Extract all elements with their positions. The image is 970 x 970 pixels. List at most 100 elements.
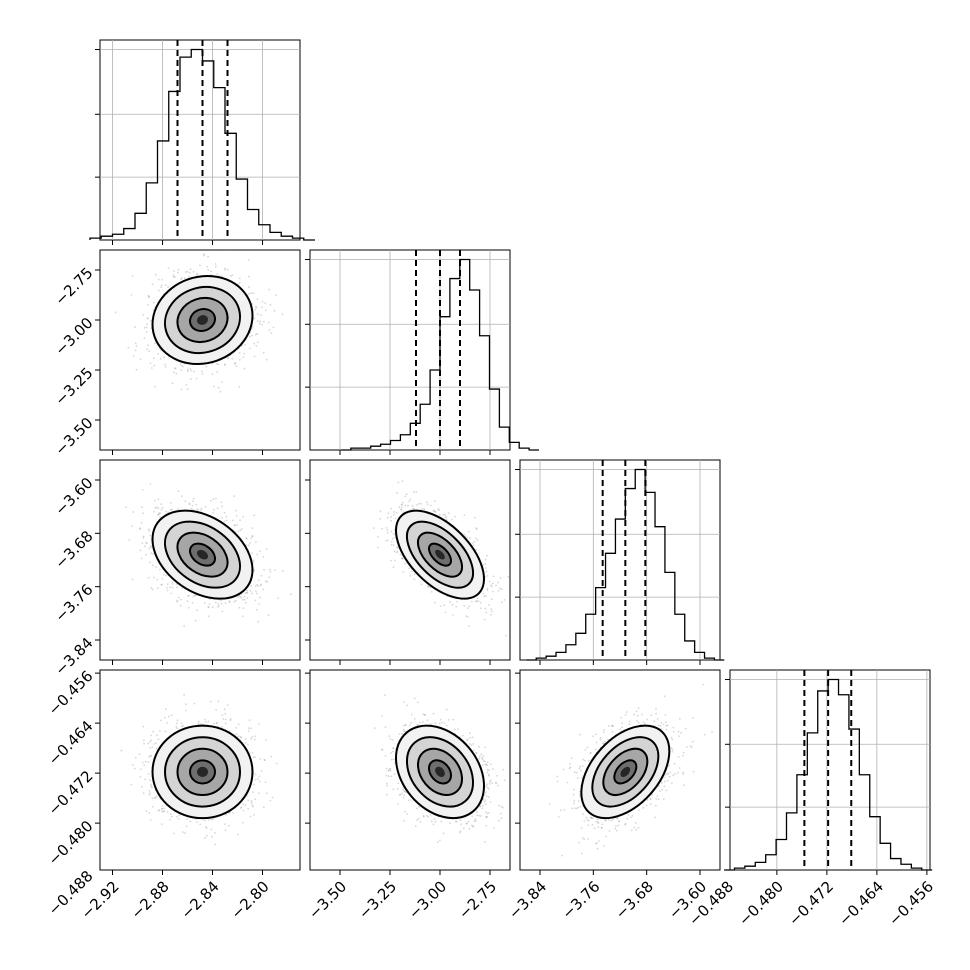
- sample-point: [257, 620, 260, 623]
- sample-point: [181, 277, 183, 279]
- sample-point: [444, 516, 447, 518]
- sample-point: [476, 597, 479, 600]
- sample-point: [172, 583, 174, 585]
- sample-point: [488, 604, 490, 606]
- sample-point: [189, 367, 192, 370]
- sample-point: [191, 504, 194, 507]
- sample-point: [140, 557, 143, 560]
- sample-point: [228, 600, 231, 603]
- sample-point: [269, 303, 272, 306]
- sample-point: [252, 292, 255, 295]
- sample-point: [255, 590, 257, 592]
- sample-point: [500, 588, 503, 591]
- sample-point: [393, 550, 396, 553]
- sample-point: [157, 507, 160, 510]
- sample-point: [147, 294, 150, 297]
- panel-0-0: [89, 39, 315, 245]
- sample-point: [201, 373, 204, 375]
- sample-point: [175, 372, 178, 375]
- sample-point: [256, 332, 259, 335]
- sample-point: [153, 499, 156, 502]
- sample-point: [189, 268, 192, 271]
- sample-point: [221, 381, 223, 383]
- panel-1-0: [95, 249, 301, 455]
- sample-point: [147, 295, 150, 298]
- sample-point: [253, 355, 256, 358]
- sample-point: [244, 598, 246, 601]
- sample-point: [413, 491, 415, 493]
- sample-point: [134, 349, 137, 352]
- sample-point: [491, 610, 493, 613]
- sample-point: [486, 589, 489, 592]
- sample-point: [176, 600, 178, 603]
- sample-point: [385, 539, 387, 542]
- sample-point: [183, 277, 186, 280]
- sample-point: [161, 279, 163, 281]
- sample-point: [482, 564, 485, 567]
- sample-point: [416, 504, 418, 506]
- sample-point: [390, 559, 392, 562]
- sample-point: [187, 594, 190, 597]
- sample-point: [142, 512, 145, 515]
- sample-point: [246, 591, 249, 594]
- sample-point: [394, 536, 396, 539]
- sample-point: [152, 553, 155, 555]
- sample-point: [263, 568, 265, 571]
- sample-point: [265, 548, 268, 550]
- sample-point: [233, 495, 236, 497]
- sample-point: [250, 334, 253, 337]
- sample-point: [159, 516, 161, 519]
- sample-point: [273, 309, 276, 312]
- sample-point: [161, 578, 164, 580]
- panel-3-0: [95, 669, 301, 875]
- sample-point: [160, 583, 163, 586]
- sample-point: [225, 519, 228, 522]
- sample-point: [420, 583, 423, 586]
- sample-point: [216, 507, 219, 510]
- sample-point: [152, 576, 155, 579]
- sample-point: [265, 358, 268, 361]
- sample-point: [437, 508, 440, 511]
- sample-point: [152, 301, 155, 304]
- sample-point: [165, 510, 168, 513]
- sample-point: [401, 480, 404, 482]
- sample-point: [158, 512, 160, 515]
- sample-point: [400, 509, 403, 511]
- sample-point: [217, 602, 220, 605]
- sample-point: [245, 537, 248, 540]
- sample-point: [433, 509, 436, 512]
- sample-point: [233, 524, 236, 527]
- sample-point: [402, 511, 405, 513]
- sample-point: [421, 507, 424, 510]
- sample-point: [241, 615, 244, 618]
- sample-point: [259, 322, 261, 325]
- sample-point: [387, 512, 390, 515]
- sample-point: [399, 553, 402, 556]
- sample-point: [186, 270, 189, 273]
- sample-point: [444, 611, 447, 614]
- sample-point: [188, 502, 191, 505]
- sample-point: [157, 587, 159, 589]
- sample-point: [274, 569, 276, 571]
- sample-point: [220, 505, 223, 508]
- sample-point: [398, 506, 401, 509]
- panel-2-2: [515, 459, 725, 665]
- sample-point: [195, 503, 198, 506]
- sample-point: [160, 503, 163, 505]
- sample-point: [207, 255, 210, 258]
- sample-point: [400, 508, 403, 511]
- sample-point: [158, 289, 160, 292]
- sample-point: [403, 562, 406, 565]
- sample-point: [269, 568, 271, 571]
- sample-point: [404, 504, 407, 507]
- contour-line: [189, 542, 217, 567]
- sample-point: [238, 277, 241, 280]
- sample-point: [491, 585, 493, 588]
- sample-point: [224, 267, 227, 270]
- sample-point: [177, 490, 180, 493]
- sample-point: [396, 491, 398, 494]
- sample-point: [205, 365, 208, 368]
- sample-point: [269, 571, 272, 573]
- sample-point: [226, 268, 229, 271]
- sample-point: [167, 267, 170, 269]
